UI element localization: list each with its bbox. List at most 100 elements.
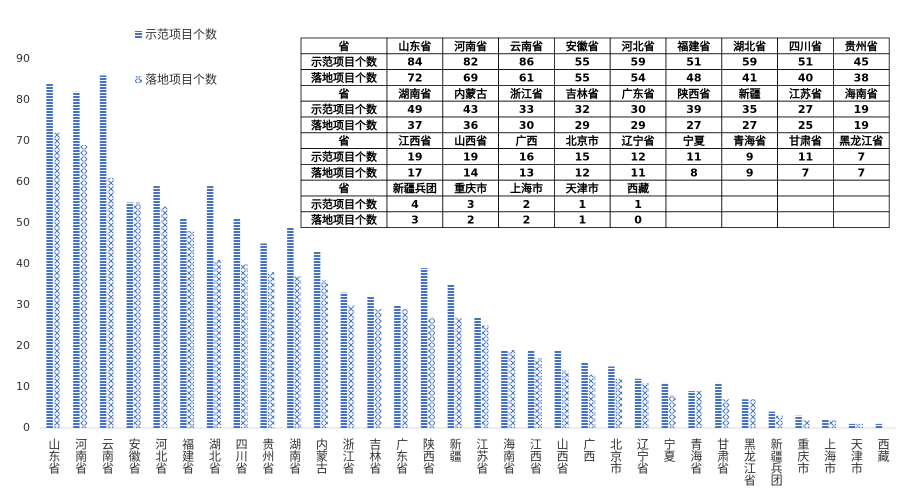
bar [741, 399, 749, 428]
bar [829, 419, 837, 428]
bar [340, 292, 348, 428]
bar [527, 350, 535, 428]
table-value: 27 [686, 119, 701, 132]
x-tick-label: 江西省 [528, 438, 542, 474]
table-value: 19 [854, 103, 869, 116]
table-category: 湖南省 [398, 86, 431, 100]
table-value: 35 [742, 103, 757, 116]
table-value: 7 [802, 166, 810, 179]
x-tick-label: 重庆市 [796, 438, 810, 474]
table-category: 山东省 [398, 39, 431, 53]
table-cell [777, 211, 834, 229]
table-value: 86 [519, 56, 535, 69]
x-tick-label: 广东省 [395, 438, 409, 474]
table-value: 33 [519, 103, 534, 116]
table-value: 41 [742, 72, 757, 85]
bar [214, 259, 221, 428]
bar [241, 264, 248, 428]
row-header: 落地项目个数 [311, 165, 378, 179]
x-tick-label: 上海市 [823, 438, 837, 474]
table-value: 11 [630, 166, 645, 179]
x-tick-label: 河南省 [74, 438, 88, 474]
row-header: 落地项目个数 [311, 213, 378, 227]
table-cell [665, 211, 723, 229]
bar [80, 145, 88, 428]
table-value: 12 [575, 166, 590, 179]
bar [634, 378, 642, 428]
x-tick-label: 新疆 [448, 437, 462, 462]
bar [669, 395, 676, 428]
x-tick-label: 海南省 [502, 437, 516, 474]
table-value: 1 [634, 198, 642, 211]
bar [107, 177, 114, 428]
table-value: 39 [686, 103, 701, 116]
table-value: 61 [519, 72, 534, 85]
bar [642, 382, 649, 428]
bar [313, 251, 321, 428]
bar [768, 411, 776, 428]
table-category: 西藏 [627, 181, 649, 195]
table-value: 59 [742, 56, 757, 69]
bar [206, 186, 214, 428]
bar [126, 202, 134, 428]
row-header: 省 [338, 181, 350, 195]
table-value: 2 [467, 214, 475, 227]
x-tick-label: 湖北省 [207, 437, 221, 474]
table-category: 陕西省 [677, 86, 710, 100]
bar [267, 272, 275, 428]
table-value: 45 [854, 56, 869, 69]
table-category: 河北省 [622, 39, 655, 53]
table-category: 辽宁省 [622, 134, 655, 148]
table-value: 27 [742, 119, 757, 132]
table-value: 48 [686, 72, 701, 85]
table-value: 30 [630, 103, 646, 116]
bar [776, 415, 783, 428]
table-category: 湖北省 [733, 39, 766, 53]
x-tick-label: 新疆兵团 [769, 437, 783, 487]
bar [455, 317, 462, 428]
bar [233, 218, 241, 428]
table-cell [721, 179, 778, 197]
table-category: 内蒙古 [454, 86, 487, 100]
table-value: 51 [798, 56, 813, 69]
bar [588, 374, 596, 428]
table-value: 12 [630, 151, 645, 164]
table-value: 19 [463, 151, 478, 164]
row-header: 省 [338, 86, 350, 100]
table-category: 云南省 [510, 39, 543, 53]
bar [661, 382, 669, 428]
x-tick-label: 内蒙古 [314, 438, 328, 474]
bar [180, 218, 187, 428]
bar [420, 268, 428, 428]
table-value: 17 [407, 166, 422, 179]
bar [722, 399, 730, 428]
table-category: 吉林省 [566, 86, 599, 100]
y-tick-label: 70 [16, 134, 30, 147]
table-category: 上海市 [510, 181, 543, 195]
bar [875, 423, 883, 428]
row-header: 省 [338, 39, 350, 53]
x-tick-label: 湖南省 [288, 437, 302, 474]
table-value: 1 [578, 198, 586, 211]
bar [795, 415, 802, 428]
table-value: 9 [746, 151, 754, 164]
table-value: 3 [411, 214, 419, 227]
table-category: 青海省 [733, 134, 766, 148]
row-header: 示范项目个数 [310, 102, 378, 116]
x-tick-label: 山东省 [47, 438, 61, 474]
table-category: 新疆 [739, 86, 761, 100]
x-tick-label: 河北省 [154, 438, 168, 474]
table-category: 浙江省 [510, 86, 543, 100]
table-category: 广东省 [622, 86, 655, 100]
table-value: 55 [575, 72, 590, 85]
table-cell [721, 195, 778, 213]
table-category: 天津市 [566, 181, 599, 195]
y-tick-label: 10 [16, 380, 30, 393]
bar [187, 231, 195, 428]
bar [160, 206, 168, 428]
table-value: 19 [854, 119, 869, 132]
bar [615, 378, 623, 428]
x-tick-label: 四川省 [234, 438, 248, 474]
table-value: 7 [857, 166, 865, 179]
table-value: 13 [519, 166, 534, 179]
